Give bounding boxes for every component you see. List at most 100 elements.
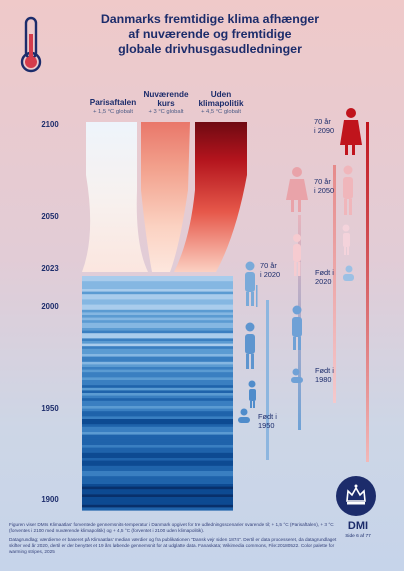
historical-stripe — [82, 299, 233, 303]
historical-stripe — [82, 400, 233, 404]
generation-label-70-2090: 70 år i 2090 — [314, 117, 334, 135]
generation-label-70-2050: 70 år i 2050 — [314, 177, 334, 195]
person-child-2020-icon — [342, 224, 350, 255]
historical-stripe — [82, 354, 233, 358]
person-elderly-2020-icon — [245, 261, 258, 307]
footnote: Figuren viser DMIs Klimaatlas' forvented… — [9, 522, 339, 558]
historical-stripe — [82, 372, 233, 376]
historical-stripe — [82, 333, 233, 337]
scenario-no-policy: Uden klimapolitik + 4,5 °C globalt — [187, 90, 255, 115]
historical-stripes — [82, 276, 233, 511]
historical-stripe — [82, 460, 233, 464]
generation-label-line: Født i — [315, 366, 334, 375]
page-title: Danmarks fremtidige klima afhænger af nu… — [60, 12, 360, 57]
current-course-band — [141, 122, 190, 272]
historical-stripe — [82, 351, 233, 355]
historical-stripe — [82, 377, 233, 381]
historical-stripe — [82, 413, 233, 417]
historical-stripe — [82, 330, 233, 334]
historical-stripe — [82, 367, 233, 371]
historical-stripe — [82, 463, 233, 467]
historical-stripe — [82, 289, 233, 293]
historical-stripe — [82, 497, 233, 501]
historical-stripe — [82, 408, 233, 412]
historical-stripe — [82, 359, 233, 363]
historical-stripe — [82, 429, 233, 433]
historical-stripe — [82, 276, 233, 280]
year-label-2000: 2000 — [41, 302, 59, 311]
generation-line-1980 — [266, 300, 269, 460]
historical-stripe — [82, 442, 233, 446]
historical-stripe — [82, 286, 233, 290]
generation-label-born-1980: Født i 1980 — [315, 366, 334, 384]
scenario-warming: + 3 °C globalt — [148, 109, 184, 115]
historical-stripe — [82, 283, 233, 287]
historical-stripe — [82, 343, 233, 347]
historical-stripe — [82, 302, 233, 306]
scenario-warming: + 1,5 °C globalt — [93, 108, 133, 115]
no-policy-band — [174, 122, 247, 272]
historical-stripe — [82, 499, 233, 503]
generation-label-line: i 2020 — [260, 270, 281, 279]
generation-label-line: Født i — [258, 412, 277, 421]
historical-stripe — [82, 348, 233, 352]
footnote-paragraph-2: Datagrundlag; værdierne er baseret på Kl… — [9, 537, 337, 554]
generation-label-line: 70 år — [314, 117, 331, 126]
historical-stripe — [82, 356, 233, 360]
generation-label-line: 1980 — [315, 375, 332, 384]
historical-stripe — [82, 325, 233, 329]
historical-stripe — [82, 328, 233, 332]
generation-label-line: i 2050 — [314, 186, 335, 195]
historical-stripe — [82, 281, 233, 285]
historical-stripe — [82, 320, 233, 324]
historical-stripe — [82, 489, 233, 493]
historical-stripe — [82, 341, 233, 345]
historical-stripe — [82, 434, 233, 438]
historical-stripe — [82, 426, 233, 430]
generation-label-line: 2020 — [315, 277, 332, 286]
generation-label-line: Født i — [315, 268, 334, 277]
baby-2020-icon — [343, 265, 354, 281]
brand-name: DMI — [347, 520, 369, 532]
historical-stripe — [82, 317, 233, 321]
title-line-3: globale drivhusgasudledninger — [118, 42, 302, 56]
historical-stripe — [82, 322, 233, 326]
generation-line-2090 — [366, 122, 369, 462]
scenario-warming: + 4,5 °C globalt — [201, 109, 241, 115]
historical-stripe — [82, 502, 233, 506]
historical-stripe — [82, 296, 233, 300]
historical-stripe — [82, 304, 233, 308]
generation-line-2050 — [333, 165, 336, 403]
scenario-paris: Parisaftalen + 1,5 °C globalt — [79, 98, 147, 115]
footnote-paragraph-1: Figuren viser DMIs Klimaatlas' forvented… — [9, 522, 334, 533]
historical-stripe — [82, 411, 233, 415]
historical-stripe — [82, 395, 233, 399]
generation-label-born-1950: Født i 1950 — [258, 412, 277, 430]
title-line-2: af nuværende og fremtidige — [128, 27, 292, 41]
historical-stripe — [82, 403, 233, 407]
child-1950-icon — [248, 380, 256, 408]
person-adult-2050-icon — [343, 165, 353, 215]
historical-stripe — [82, 338, 233, 342]
year-label-1900: 1900 — [41, 495, 59, 504]
historical-stripe — [82, 473, 233, 477]
historical-stripe — [82, 312, 233, 316]
historical-stripe — [82, 455, 233, 459]
historical-stripe — [82, 476, 233, 480]
historical-stripe — [82, 432, 233, 436]
historical-stripe — [82, 452, 233, 456]
generation-label-line: 1950 — [258, 421, 275, 430]
historical-stripe — [82, 486, 233, 490]
historical-stripe — [82, 406, 233, 410]
historical-stripe — [82, 445, 233, 449]
historical-stripe — [82, 387, 233, 391]
historical-stripe — [82, 398, 233, 402]
historical-stripe — [82, 504, 233, 508]
scenario-name: kurs — [157, 98, 175, 108]
historical-stripe — [82, 346, 233, 350]
generation-label-line: i 2090 — [314, 126, 335, 135]
historical-stripe — [82, 374, 233, 378]
thermometer-icon — [20, 16, 42, 73]
historical-stripe — [82, 335, 233, 339]
